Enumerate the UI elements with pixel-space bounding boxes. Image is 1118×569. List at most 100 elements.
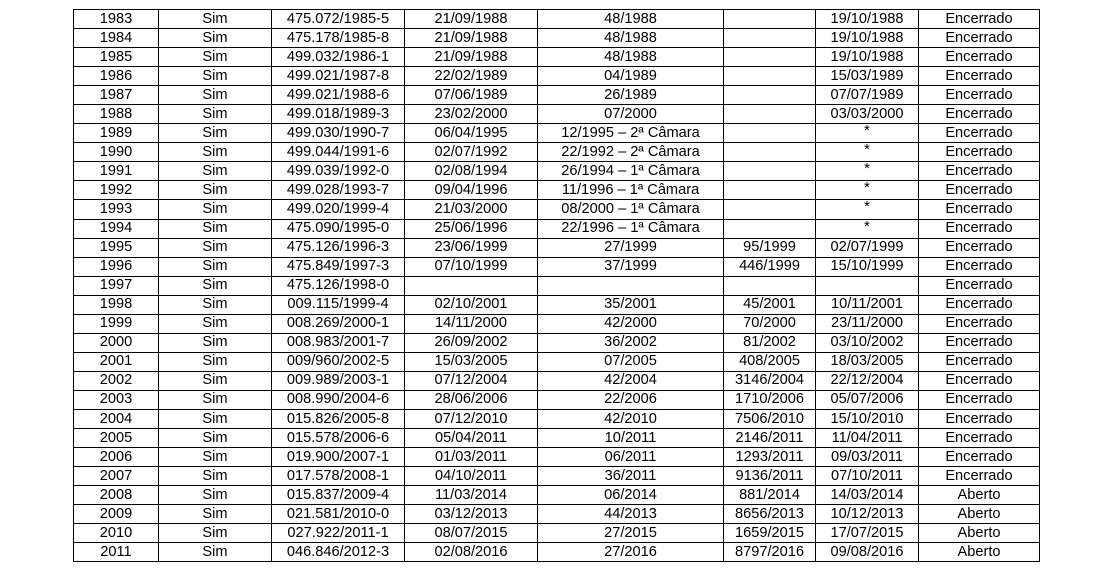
table-row: 2000 Sim 008.983/2001-7 26/09/2002 36/2002 81… bbox=[73, 332, 1040, 353]
act-number-cell bbox=[723, 161, 816, 182]
date-cell: 04/10/2011 bbox=[404, 466, 538, 487]
year-cell: 1997 bbox=[73, 275, 159, 296]
status-cell: Encerrado bbox=[918, 351, 1040, 372]
process-number-cell: 008.269/2000-1 bbox=[271, 313, 405, 334]
sim-cell: Sim bbox=[158, 123, 272, 144]
date-cell: 28/06/2006 bbox=[404, 389, 538, 410]
date-cell: 03/12/2013 bbox=[404, 504, 538, 525]
year-cell: 2008 bbox=[73, 485, 159, 506]
date-cell: 07/10/1999 bbox=[404, 256, 538, 277]
act-number-cell: 881/2014 bbox=[723, 485, 816, 506]
process-number-cell: 009/960/2002-5 bbox=[271, 351, 405, 372]
sim-cell: Sim bbox=[158, 199, 272, 220]
date-cell: 23/06/1999 bbox=[404, 237, 538, 258]
year-cell: 2003 bbox=[73, 389, 159, 410]
closing-date-cell: 11/04/2011 bbox=[815, 428, 919, 449]
decision-cell: 36/2002 bbox=[537, 332, 724, 353]
table-row: 2003 Sim 008.990/2004-6 28/06/2006 22/2006 17… bbox=[73, 389, 1040, 410]
process-number-cell: 475.126/1996-3 bbox=[271, 237, 405, 258]
decision-cell: 26/1994 – 1ª Câmara bbox=[537, 161, 724, 182]
table-row: 2007 Sim 017.578/2008-1 04/10/2011 36/2011 91… bbox=[73, 466, 1040, 487]
table-row: 1993 Sim 499.020/1999-4 21/03/2000 08/2000 –… bbox=[73, 199, 1040, 220]
act-number-cell: 1710/2006 bbox=[723, 389, 816, 410]
status-cell: Encerrado bbox=[918, 218, 1040, 239]
process-number-cell: 499.028/1993-7 bbox=[271, 180, 405, 201]
act-number-cell bbox=[723, 142, 816, 163]
table-row: 2002 Sim 009.989/2003-1 07/12/2004 42/2004 31… bbox=[73, 370, 1040, 391]
status-cell: Encerrado bbox=[918, 428, 1040, 449]
table-row: 1984 Sim 475.178/1985-8 21/09/1988 48/1988 19… bbox=[73, 28, 1040, 49]
act-number-cell: 1293/2011 bbox=[723, 447, 816, 468]
closing-date-cell: 19/10/1988 bbox=[815, 8, 919, 30]
process-number-cell: 046.846/2012-3 bbox=[271, 542, 405, 563]
decision-cell: 07/2000 bbox=[537, 104, 724, 125]
table-row: 1985 Sim 499.032/1986-1 21/09/1988 48/1988 19… bbox=[73, 47, 1040, 68]
sim-cell: Sim bbox=[158, 28, 272, 49]
process-number-cell: 499.018/1989-3 bbox=[271, 104, 405, 125]
sim-cell: Sim bbox=[158, 542, 272, 563]
date-cell: 21/03/2000 bbox=[404, 199, 538, 220]
year-cell: 2004 bbox=[73, 408, 159, 430]
closing-date-cell: * bbox=[815, 180, 919, 201]
decision-cell: 10/2011 bbox=[537, 428, 724, 449]
year-cell: 1993 bbox=[73, 199, 159, 220]
date-cell: 05/04/2011 bbox=[404, 428, 538, 449]
act-number-cell: 7506/2010 bbox=[723, 408, 816, 430]
decision-cell: 48/1988 bbox=[537, 28, 724, 49]
act-number-cell bbox=[723, 47, 816, 68]
closing-date-cell: 10/12/2013 bbox=[815, 504, 919, 525]
table-row: 1988 Sim 499.018/1989-3 23/02/2000 07/2000 03… bbox=[73, 104, 1040, 125]
status-cell: Encerrado bbox=[918, 104, 1040, 125]
closing-date-cell: * bbox=[815, 161, 919, 182]
act-number-cell: 1659/2015 bbox=[723, 523, 816, 544]
decision-cell: 22/1996 – 1ª Câmara bbox=[537, 218, 724, 239]
sim-cell: Sim bbox=[158, 180, 272, 201]
act-number-cell bbox=[723, 8, 816, 30]
sim-cell: Sim bbox=[158, 389, 272, 410]
records-table: 1983 Sim 475.072/1985-5 21/09/1988 48/1988 19… bbox=[73, 8, 1040, 563]
sim-cell: Sim bbox=[158, 523, 272, 544]
status-cell: Aberto bbox=[918, 504, 1040, 525]
process-number-cell: 475.126/1998-0 bbox=[271, 275, 405, 296]
date-cell: 07/12/2004 bbox=[404, 370, 538, 391]
date-cell: 07/06/1989 bbox=[404, 85, 538, 106]
sim-cell: Sim bbox=[158, 294, 272, 315]
process-number-cell: 475.849/1997-3 bbox=[271, 256, 405, 277]
decision-cell: 48/1988 bbox=[537, 47, 724, 68]
decision-cell: 27/2016 bbox=[537, 542, 724, 563]
act-number-cell: 45/2001 bbox=[723, 294, 816, 315]
closing-date-cell: * bbox=[815, 199, 919, 220]
year-cell: 1996 bbox=[73, 256, 159, 277]
act-number-cell: 81/2002 bbox=[723, 332, 816, 353]
year-cell: 2011 bbox=[73, 542, 159, 563]
closing-date-cell: 18/03/2005 bbox=[815, 351, 919, 372]
date-cell: 22/02/1989 bbox=[404, 66, 538, 87]
year-cell: 1999 bbox=[73, 313, 159, 334]
status-cell: Encerrado bbox=[918, 466, 1040, 487]
process-number-cell: 499.020/1999-4 bbox=[271, 199, 405, 220]
decision-cell: 36/2011 bbox=[537, 466, 724, 487]
status-cell: Encerrado bbox=[918, 447, 1040, 468]
closing-date-cell: 15/10/1999 bbox=[815, 256, 919, 277]
date-cell: 14/11/2000 bbox=[404, 313, 538, 334]
process-number-cell: 499.044/1991-6 bbox=[271, 142, 405, 163]
sim-cell: Sim bbox=[158, 447, 272, 468]
process-number-cell: 009.115/1999-4 bbox=[271, 294, 405, 315]
closing-date-cell: 03/03/2000 bbox=[815, 104, 919, 125]
status-cell: Encerrado bbox=[918, 256, 1040, 277]
status-cell: Encerrado bbox=[918, 123, 1040, 144]
table-row: 1995 Sim 475.126/1996-3 23/06/1999 27/1999 95… bbox=[73, 237, 1040, 258]
date-cell: 21/09/1988 bbox=[404, 47, 538, 68]
status-cell: Aberto bbox=[918, 485, 1040, 506]
year-cell: 1988 bbox=[73, 104, 159, 125]
closing-date-cell: 17/07/2015 bbox=[815, 523, 919, 544]
act-number-cell: 446/1999 bbox=[723, 256, 816, 277]
table-row: 1998 Sim 009.115/1999-4 02/10/2001 35/2001 45… bbox=[73, 294, 1040, 315]
year-cell: 2005 bbox=[73, 428, 159, 449]
year-cell: 1987 bbox=[73, 85, 159, 106]
sim-cell: Sim bbox=[158, 370, 272, 391]
closing-date-cell: * bbox=[815, 142, 919, 163]
sim-cell: Sim bbox=[158, 104, 272, 125]
table-row: 1987 Sim 499.021/1988-6 07/06/1989 26/1989 07… bbox=[73, 85, 1040, 106]
process-number-cell: 015.578/2006-6 bbox=[271, 428, 405, 449]
